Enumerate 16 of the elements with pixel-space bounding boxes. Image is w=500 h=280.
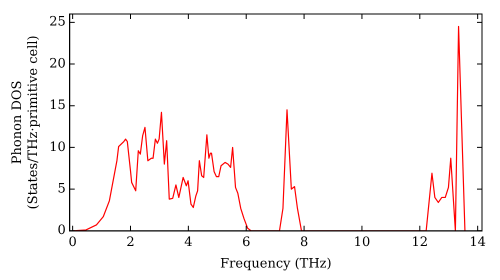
- x-tick-label: 8: [300, 234, 308, 250]
- y-tick-label: 15: [49, 98, 66, 114]
- x-axis-title: Frequency (THz): [220, 256, 332, 272]
- y-axis-title: Phonon DOS (States/THz·primitive cell): [10, 35, 41, 210]
- x-tick-label: 0: [68, 234, 77, 250]
- x-tick-label: 12: [412, 234, 428, 250]
- x-tick-label: 6: [242, 234, 250, 250]
- x-tick-label: 4: [184, 234, 192, 250]
- y-tick-label: 25: [49, 14, 66, 30]
- x-tick-label: 2: [126, 234, 135, 250]
- y-tick-label: 20: [49, 56, 66, 72]
- y-tick-label: 0: [57, 223, 66, 238]
- y-tick-label: 10: [49, 140, 66, 155]
- y-tick-label: 5: [57, 181, 66, 196]
- x-tick-label: 10: [354, 234, 370, 250]
- x-tick-label: 14: [469, 234, 486, 250]
